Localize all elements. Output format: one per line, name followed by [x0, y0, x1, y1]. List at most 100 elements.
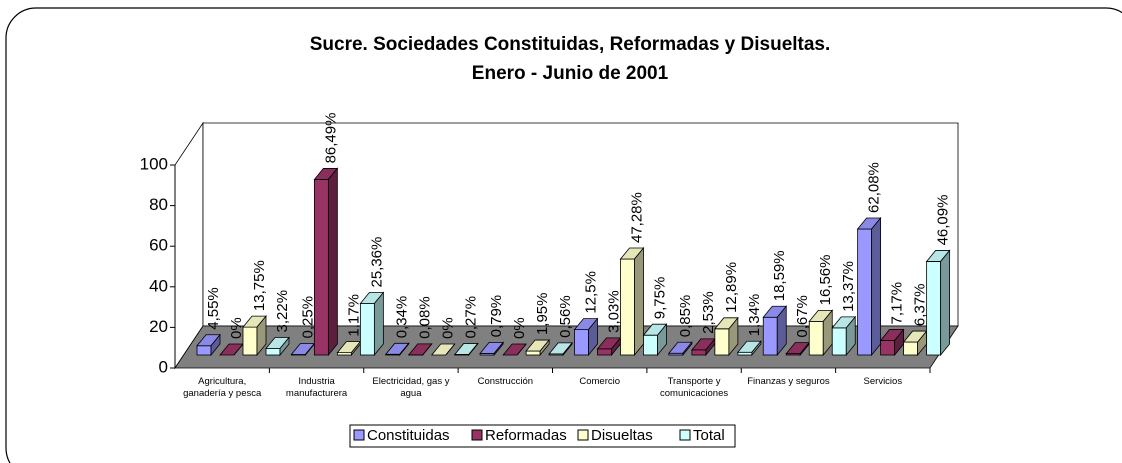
value-label: 0,27%	[463, 296, 480, 339]
bar-side	[845, 315, 856, 357]
bar	[597, 348, 612, 356]
value-label: 3,03%	[605, 290, 622, 333]
bar-side	[422, 342, 433, 357]
legend-swatch	[353, 429, 365, 441]
value-label: 0,34%	[394, 296, 411, 339]
legend-label: Total	[693, 427, 725, 444]
legend-label: Reformadas	[485, 427, 567, 444]
bar-side	[588, 317, 598, 357]
bar-side	[562, 341, 573, 357]
legend-box	[349, 424, 736, 448]
bar-side	[445, 343, 456, 356]
bar-side	[728, 316, 739, 357]
bar	[691, 349, 707, 356]
value-label: 0,79%	[488, 295, 505, 338]
value-label: 47,28%	[628, 192, 645, 243]
y-tick-label: 0	[159, 357, 168, 376]
bar-side	[256, 314, 267, 357]
bar	[762, 316, 778, 356]
bar	[359, 303, 375, 356]
legend-label: Disueltas	[591, 427, 653, 444]
y-tick-label: 20	[149, 317, 168, 336]
value-label: 16,56%	[817, 255, 834, 306]
bar	[242, 326, 258, 356]
value-label: 0,85%	[677, 295, 694, 338]
legend-swatch	[679, 429, 691, 441]
value-label: 62,08%	[866, 162, 883, 213]
value-label: 4,55%	[205, 287, 222, 330]
value-label: 3,22%	[274, 290, 291, 333]
bar-side	[871, 216, 882, 357]
value-label: 0,67%	[794, 295, 811, 338]
legend-label: Constituidas	[367, 427, 450, 444]
bar-side	[940, 249, 951, 357]
bar	[737, 351, 753, 356]
value-label: 1,95%	[534, 292, 551, 335]
bar	[880, 340, 896, 356]
chart-title: Sucre. Sociedades Constituidas, Reformad…	[310, 34, 831, 55]
value-label: 1,34%	[746, 294, 763, 337]
bar-side	[634, 246, 644, 357]
y-tick-label: 80	[149, 195, 168, 214]
value-label: 46,09%	[935, 195, 952, 246]
x-tick-label: Transporte y comunicaciones	[660, 376, 729, 399]
y-tick-label: 100	[140, 154, 168, 173]
value-label: 18,59%	[771, 250, 788, 301]
legend-swatch	[471, 429, 483, 441]
y-tick-label: 60	[149, 236, 168, 255]
x-tick-label: Construcción	[477, 376, 534, 387]
x-tick-label: Industria manufacturera	[285, 376, 348, 399]
bar-side	[516, 343, 527, 356]
value-label: 13,75%	[251, 260, 268, 311]
value-label: 12,89%	[723, 262, 740, 313]
value-label: 0%	[440, 317, 457, 339]
back-wall	[174, 121, 204, 370]
bar	[620, 258, 635, 356]
bar-side	[657, 323, 667, 357]
bar	[313, 179, 329, 356]
bar-side	[493, 341, 504, 357]
bar-side	[327, 167, 338, 357]
legend-swatch	[577, 429, 589, 441]
bar	[714, 328, 730, 356]
bar	[196, 345, 212, 356]
value-label: 0,25%	[299, 296, 316, 339]
bar	[831, 327, 847, 356]
value-label: 1,17%	[345, 294, 362, 337]
bar	[857, 228, 873, 356]
bar-side	[399, 342, 410, 357]
value-label: 25,36%	[368, 237, 385, 288]
y-tick-label: 40	[149, 276, 168, 295]
value-label: 0%	[511, 317, 528, 339]
legend: Constituidas Reformadas Disueltas Total	[349, 424, 736, 448]
bar-side	[373, 291, 384, 357]
value-label: 2,53%	[700, 291, 717, 334]
bar	[903, 341, 919, 356]
value-label: 86,49%	[322, 113, 339, 164]
bar-side	[468, 342, 479, 357]
x-tick-label: Servicios	[863, 376, 903, 387]
value-label: 6,37%	[912, 284, 929, 327]
bar-side	[776, 305, 787, 357]
bar	[265, 348, 281, 356]
value-label: 12,5%	[582, 271, 599, 314]
x-tick-label: Agricultura, ganadería y pesca	[183, 376, 262, 399]
bar	[574, 329, 589, 356]
x-tick-label: Finanzas y seguros	[747, 376, 830, 387]
bar-side	[210, 333, 221, 357]
value-label: 0%	[228, 317, 245, 339]
bar	[525, 350, 541, 356]
bar-side	[279, 336, 290, 357]
bar	[808, 320, 824, 356]
chart-subtitle: Enero - Junio de 2001	[472, 63, 669, 84]
bar-side	[682, 341, 693, 357]
value-label: 7,17%	[889, 282, 906, 325]
value-label: 9,75%	[651, 277, 668, 320]
bar-side	[751, 340, 762, 357]
value-label: 0,08%	[417, 296, 434, 339]
bar-side	[539, 338, 550, 357]
x-tick-label: Electricidad, gas y agua	[372, 376, 450, 399]
value-label: 0,56%	[557, 295, 574, 338]
